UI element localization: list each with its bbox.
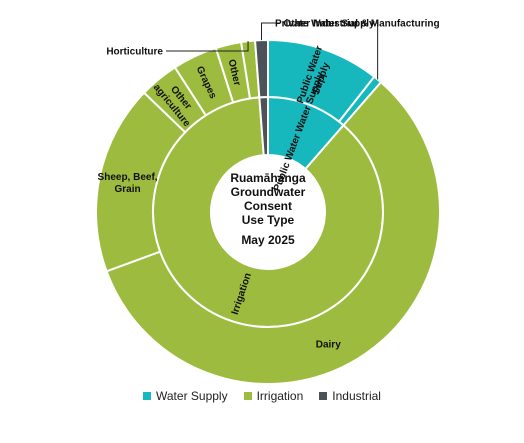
leader-line-private-water-supply — [375, 22, 379, 80]
center-title: Ruamāhanga Groundwater Consent Use Type May … — [230, 171, 306, 247]
outer-segment-dairy — [105, 80, 441, 385]
outer-label-sheep-beef-grain: Sheep, Beef, Grain — [98, 172, 158, 195]
legend-label-irrigation: Irrigation — [256, 389, 304, 403]
legend-label-water-supply: Water Supply — [156, 389, 228, 403]
chart-rings — [95, 38, 441, 385]
leader-line-horticulture — [166, 41, 249, 52]
legend-item-industrial: Industrial — [319, 389, 381, 403]
outer-label-private-water-supply: Private Water Supply — [275, 19, 375, 30]
legend-swatch-industrial — [319, 392, 328, 400]
legend-item-irrigation: Irrigation — [243, 389, 304, 403]
legend-swatch-water-supply — [143, 392, 151, 400]
legend-swatch-irrigation — [243, 392, 252, 400]
chart-legend: Water Supply Irrigation Industrial — [0, 389, 524, 403]
legend-item-water-supply: Water Supply — [143, 389, 228, 403]
outer-label-dairy: Dairy — [316, 339, 341, 350]
leader-line-other-industrial-manufacturing — [261, 22, 280, 41]
outer-segment-other-industrial-manufacturing — [253, 38, 269, 99]
leader-lines — [166, 22, 379, 80]
outer-label-other-industrial-manufacturing: Other Industrial & Manufacturing — [284, 19, 440, 30]
outer-label-horticulture: Horticulture — [106, 47, 163, 58]
legend-label-industrial: Industrial — [332, 389, 381, 403]
chart-center-title: Ruamāhanga Groundwater Consent Use Type May … — [230, 171, 306, 247]
